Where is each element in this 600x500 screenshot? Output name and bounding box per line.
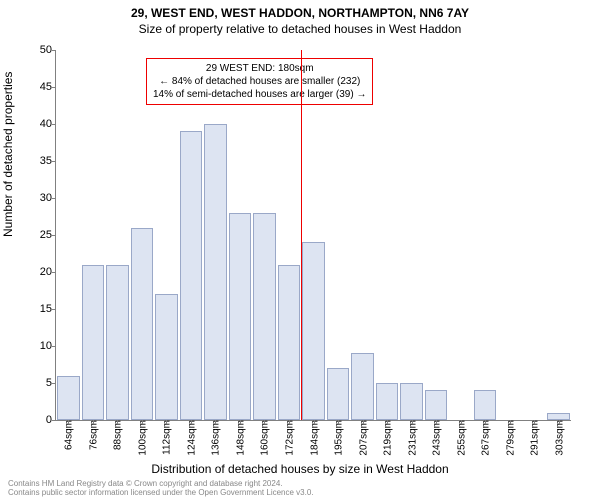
histogram-bar (302, 242, 325, 420)
x-tick-label: 303sqm (552, 420, 565, 456)
chart-container: 29, WEST END, WEST HADDON, NORTHAMPTON, … (0, 0, 600, 500)
x-tick-label: 112sqm (160, 420, 173, 455)
x-tick-mark (191, 420, 192, 424)
histogram-bar (547, 413, 570, 420)
annotation-line-2: ← 84% of detached houses are smaller (23… (153, 75, 366, 88)
x-tick-mark (461, 420, 462, 424)
x-tick-label: 184sqm (307, 420, 320, 456)
footer-line-2: Contains public sector information licen… (8, 489, 314, 498)
x-tick-mark (412, 420, 413, 424)
histogram-bar (155, 294, 178, 420)
x-tick-mark (338, 420, 339, 424)
x-tick-label: 172sqm (282, 420, 295, 456)
x-tick-label: 64sqm (62, 420, 75, 450)
x-tick-label: 255sqm (454, 420, 467, 456)
y-tick-mark (52, 272, 56, 273)
x-tick-mark (314, 420, 315, 424)
x-tick-label: 267sqm (479, 420, 492, 456)
y-tick-mark (52, 161, 56, 162)
x-tick-mark (264, 420, 265, 424)
page-title-address: 29, WEST END, WEST HADDON, NORTHAMPTON, … (0, 0, 600, 20)
x-tick-mark (363, 420, 364, 424)
histogram-bar (351, 353, 374, 420)
x-axis-label: Distribution of detached houses by size … (0, 462, 600, 476)
histogram-bar (57, 376, 80, 420)
x-tick-mark (289, 420, 290, 424)
histogram-bar (327, 368, 350, 420)
histogram-bar (82, 265, 105, 420)
x-tick-mark (534, 420, 535, 424)
x-tick-mark (387, 420, 388, 424)
x-tick-mark (117, 420, 118, 424)
page-title-subtitle: Size of property relative to detached ho… (0, 20, 600, 36)
x-tick-mark (166, 420, 167, 424)
histogram-bar (400, 383, 423, 420)
x-tick-mark (436, 420, 437, 424)
histogram-bar (253, 213, 276, 420)
y-tick-mark (52, 383, 56, 384)
footer-attribution: Contains HM Land Registry data © Crown c… (8, 480, 314, 498)
histogram-bar (106, 265, 129, 420)
y-tick-mark (52, 346, 56, 347)
x-tick-label: 231sqm (405, 420, 418, 456)
x-tick-label: 160sqm (258, 420, 271, 456)
histogram-bar (474, 390, 497, 420)
reference-line (301, 50, 302, 420)
histogram-bar (278, 265, 301, 420)
y-tick-mark (52, 198, 56, 199)
y-tick-mark (52, 50, 56, 51)
x-tick-label: 76sqm (86, 420, 99, 450)
x-tick-mark (68, 420, 69, 424)
x-tick-mark (142, 420, 143, 424)
x-tick-mark (485, 420, 486, 424)
y-tick-mark (52, 309, 56, 310)
y-tick-mark (52, 420, 56, 421)
x-tick-mark (559, 420, 560, 424)
y-tick-mark (52, 87, 56, 88)
histogram-bar (131, 228, 154, 420)
x-tick-label: 279sqm (503, 420, 516, 456)
y-tick-mark (52, 124, 56, 125)
histogram-bar (180, 131, 203, 420)
histogram-bar (204, 124, 227, 420)
x-tick-label: 124sqm (184, 420, 197, 456)
x-tick-mark (240, 420, 241, 424)
annotation-box: 29 WEST END: 180sqm ← 84% of detached ho… (146, 58, 373, 105)
x-tick-label: 100sqm (135, 420, 148, 456)
x-tick-mark (93, 420, 94, 424)
histogram-bar (425, 390, 448, 420)
y-tick-mark (52, 235, 56, 236)
histogram-bar (229, 213, 252, 420)
x-tick-mark (510, 420, 511, 424)
x-tick-label: 207sqm (356, 420, 369, 456)
y-axis-label: Number of detached properties (1, 72, 15, 237)
histogram-bar (376, 383, 399, 420)
x-tick-label: 195sqm (332, 420, 345, 456)
x-tick-label: 291sqm (528, 420, 541, 456)
x-tick-label: 243sqm (430, 420, 443, 456)
annotation-line-3: 14% of semi-detached houses are larger (… (153, 88, 366, 101)
x-tick-label: 219sqm (381, 420, 394, 456)
x-tick-label: 136sqm (209, 420, 222, 456)
annotation-line-1: 29 WEST END: 180sqm (153, 62, 366, 75)
x-tick-label: 88sqm (111, 420, 124, 450)
chart-plot-area: 29 WEST END: 180sqm ← 84% of detached ho… (55, 50, 571, 421)
x-tick-mark (215, 420, 216, 424)
x-tick-label: 148sqm (233, 420, 246, 456)
